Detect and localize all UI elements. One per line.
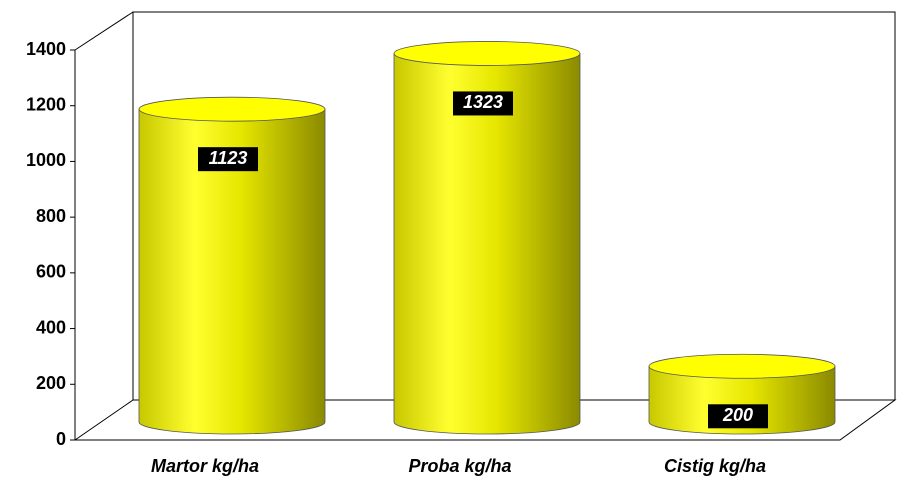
cylinder-top xyxy=(648,353,836,379)
value-label-box xyxy=(453,91,513,116)
cylinder-top xyxy=(393,41,581,66)
value-label-box xyxy=(708,404,768,429)
y-tick-label: 600 xyxy=(36,262,66,282)
value-label: 1323 xyxy=(463,92,503,112)
y-tick-label: 400 xyxy=(36,317,66,337)
cylinder-top xyxy=(138,96,326,122)
x-tick-label: Martor kg/ha xyxy=(151,456,259,476)
back-wall xyxy=(132,11,896,400)
y-tick-label: 200 xyxy=(36,373,66,393)
x-tick-label: Cistig kg/ha xyxy=(664,456,766,476)
frame xyxy=(73,11,897,441)
value-label: 200 xyxy=(722,405,753,425)
value-label-box xyxy=(198,147,258,172)
cylinder xyxy=(648,365,836,435)
value-label: 1123 xyxy=(209,148,248,168)
y-tick-label: 1000 xyxy=(26,150,66,170)
cylinder xyxy=(138,108,326,435)
y-tick-label: 1200 xyxy=(26,94,66,114)
floor xyxy=(73,399,897,441)
cylinder xyxy=(393,53,581,435)
y-tick-label: 800 xyxy=(36,206,66,226)
y-tick-label: 1400 xyxy=(26,39,66,59)
side-edge xyxy=(74,11,134,51)
y-tick-label: 0 xyxy=(56,429,66,449)
x-tick-label: Proba kg/ha xyxy=(408,456,511,476)
